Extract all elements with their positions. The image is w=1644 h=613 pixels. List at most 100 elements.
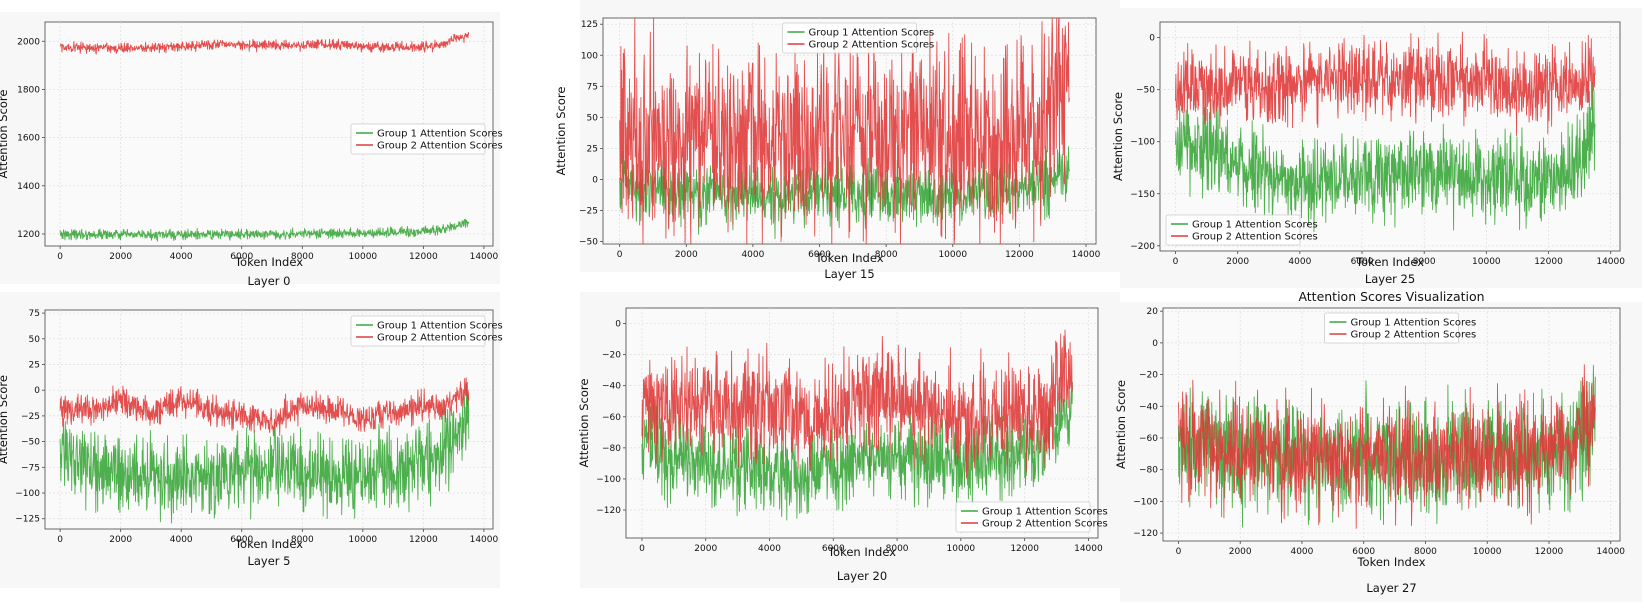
x-tick-label: 6000 [1352, 547, 1375, 557]
series-layer [1175, 31, 1596, 233]
y-tick-label: −120 [1133, 529, 1158, 539]
caption-layer5: Layer 5 [247, 554, 290, 568]
x-tick-label: 14000 [470, 252, 499, 262]
y-tick-label: −25 [21, 412, 40, 422]
series-line-group2 [641, 329, 1073, 479]
x-tick-label: 0 [57, 252, 63, 262]
y-axis-label-layer27: Attention Score [1114, 380, 1128, 469]
legend-label-group2: Group 2 Attention Scores [982, 519, 1108, 530]
axis-ticks: 0 2000 4000 6000 8000 10000 12000 14000 −50 −25 0 2… [579, 18, 1101, 260]
x-tick-label: 8000 [886, 544, 909, 554]
caption-layer0: Layer 0 [247, 274, 290, 288]
y-axis-label-layer25: Attention Score [1111, 92, 1125, 181]
x-tick-label: 0 [1173, 257, 1179, 267]
y-tick-label: 1600 [17, 134, 40, 144]
caption-layer15: Layer 15 [824, 267, 874, 281]
y-tick-label: 25 [29, 360, 40, 370]
x-tick-label: 0 [639, 544, 645, 554]
x-tick-label: 10000 [349, 252, 378, 262]
y-tick-label: −50 [1136, 86, 1155, 96]
legend-layer27: Group 1 Attention Scores Group 2 Attenti… [1324, 312, 1477, 344]
x-axis-label-layer20: Token Index [827, 545, 896, 559]
legend-label-group1: Group 1 Attention Scores [377, 321, 503, 332]
x-tick-label: 0 [57, 535, 63, 545]
x-tick-label: 2000 [109, 252, 132, 262]
y-tick-label: −20 [602, 351, 621, 361]
legend-box-layer5 [350, 315, 486, 347]
y-tick-label: 0 [1149, 34, 1155, 44]
x-tick-label: 12000 [409, 535, 438, 545]
x-tick-label: 10000 [1473, 547, 1502, 557]
series-line-group1 [641, 382, 1073, 521]
x-tick-label: 8000 [1413, 257, 1436, 267]
y-tick-label: 75 [587, 82, 598, 92]
x-tick-label: 6000 [822, 544, 845, 554]
x-tick-label: 6000 [1351, 257, 1374, 267]
x-tick-label: 4000 [741, 250, 764, 260]
caption-layer20: Layer 20 [837, 569, 887, 583]
series-line-group2 [59, 377, 470, 437]
x-tick-label: 4000 [758, 544, 781, 554]
y-tick-label: −100 [1133, 497, 1158, 507]
x-tick-label: 2000 [1229, 547, 1252, 557]
legend-label-group2: Group 2 Attention Scores [809, 40, 935, 51]
y-tick-label: −125 [15, 515, 40, 525]
x-axis-label-layer27: Token Index [1356, 555, 1425, 569]
x-tick-label: 14000 [1072, 250, 1101, 260]
y-tick-label: −60 [602, 413, 621, 423]
y-tick-label: 75 [29, 309, 40, 319]
legend-layer25: Group 1 Attention Scores Group 2 Attenti… [1165, 214, 1318, 246]
x-tick-label: 6000 [808, 250, 831, 260]
legend-layer5: Group 1 Attention Scores Group 2 Attenti… [350, 315, 503, 347]
y-axis-label-layer0: Attention Score [0, 90, 10, 179]
legend-label-group2: Group 2 Attention Scores [1351, 330, 1477, 341]
series-layer [1177, 364, 1596, 529]
legend-label-group1: Group 1 Attention Scores [1351, 318, 1477, 329]
chart-panel-layer15: Attention Score Token Index Layer 15 0 20… [554, 0, 1120, 281]
y-tick-label: 0 [592, 175, 598, 185]
legend-layer15: Group 1 Attention Scores Group 2 Attenti… [782, 22, 935, 54]
x-tick-label: 6000 [230, 252, 253, 262]
legend-layer20: Group 1 Attention Scores Group 2 Attenti… [955, 501, 1108, 533]
y-tick-label: −100 [596, 475, 621, 485]
y-tick-label: 0 [1152, 339, 1158, 349]
x-tick-label: 10000 [1472, 257, 1501, 267]
caption-layer25: Layer 25 [1365, 272, 1415, 286]
x-tick-label: 2000 [1226, 257, 1249, 267]
legend-layer0: Group 1 Attention Scores Group 2 Attenti… [350, 123, 503, 155]
y-axis-label-layer20: Attention Score [577, 379, 591, 468]
legend-label-group1: Group 1 Attention Scores [377, 129, 503, 140]
y-tick-label: 1400 [17, 182, 40, 192]
x-tick-label: 12000 [409, 252, 438, 262]
series-line-group1 [59, 218, 470, 242]
x-tick-label: 4000 [1288, 257, 1311, 267]
y-axis-label-layer15: Attention Score [554, 87, 568, 176]
x-tick-label: 4000 [1290, 547, 1313, 557]
x-tick-label: 12000 [1535, 547, 1564, 557]
x-tick-label: 14000 [1074, 544, 1103, 554]
x-tick-label: 0 [1176, 547, 1182, 557]
legend-label-group1: Group 1 Attention Scores [982, 507, 1108, 518]
x-tick-label: 8000 [291, 535, 314, 545]
y-tick-label: −150 [1130, 190, 1155, 200]
y-tick-label: 50 [29, 335, 41, 345]
x-axis-label-layer0: Token Index [234, 255, 303, 269]
y-tick-label: 20 [1147, 307, 1159, 317]
x-tick-label: 10000 [349, 535, 378, 545]
x-tick-label: 8000 [291, 252, 314, 262]
series-line-group1 [1175, 82, 1596, 233]
series-layer [641, 329, 1073, 521]
x-tick-label: 12000 [1534, 257, 1563, 267]
caption-layer27: Layer 27 [1366, 581, 1416, 595]
x-tick-label: 14000 [1596, 547, 1625, 557]
y-tick-label: 1200 [17, 230, 40, 240]
y-tick-label: −120 [596, 506, 621, 516]
x-tick-label: 10000 [938, 250, 967, 260]
series-layer [59, 377, 470, 524]
y-tick-label: 50 [587, 113, 599, 123]
x-tick-label: 8000 [1414, 547, 1437, 557]
chart-panel-layer27: Attention Scores Visualization Attention… [1114, 289, 1642, 602]
x-tick-label: 2000 [109, 535, 132, 545]
x-tick-label: 14000 [470, 535, 499, 545]
y-tick-label: 0 [615, 320, 621, 330]
